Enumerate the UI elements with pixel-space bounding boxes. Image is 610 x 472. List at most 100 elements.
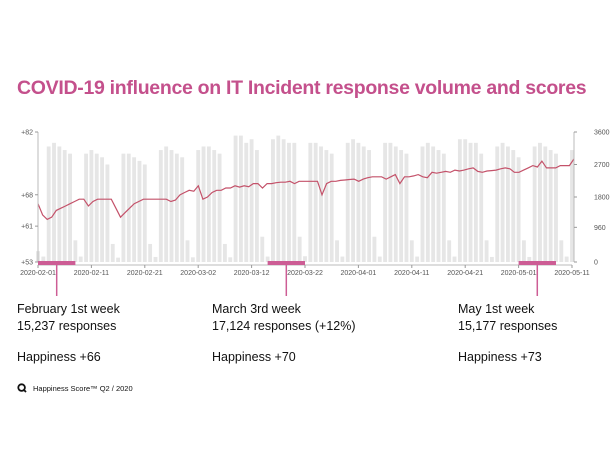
- right-tick-label: 1800: [594, 195, 610, 202]
- volume-bar: [201, 146, 206, 262]
- volume-bar: [505, 146, 510, 262]
- volume-bar: [132, 157, 137, 262]
- volume-bar: [372, 236, 377, 262]
- x-tick-label: 2020-03-02: [180, 270, 216, 277]
- x-tick-label: 2020-04-21: [447, 270, 483, 277]
- volume-bar: [415, 256, 420, 262]
- volume-bar: [292, 142, 297, 262]
- axis-layer: +82 +68 +61 +53 3600 2700 1800 960 0 2020-02-01 20…: [20, 130, 610, 278]
- annotation-responses: 15,177 responses: [458, 319, 558, 333]
- volume-bar: [511, 150, 516, 262]
- volume-bar: [441, 153, 446, 262]
- volume-bar: [436, 150, 441, 262]
- footer: Happiness Score™ Q2 / 2020: [17, 383, 133, 393]
- volume-bar: [41, 256, 46, 262]
- volume-bar: [89, 150, 94, 262]
- volume-bar: [233, 135, 238, 262]
- volume-bar: [383, 142, 388, 262]
- highlight-week-bar: [38, 261, 76, 265]
- volume-bar: [404, 153, 409, 262]
- volume-bar: [473, 142, 478, 262]
- volume-bar: [255, 150, 259, 262]
- left-tick-label: +82: [21, 130, 33, 137]
- volume-bar: [148, 243, 153, 262]
- volume-bar: [222, 243, 227, 262]
- volume-bar: [249, 139, 254, 262]
- volume-bar: [137, 160, 142, 262]
- volume-bar: [281, 139, 286, 262]
- volume-bar: [169, 150, 174, 262]
- highlight-week-bar: [518, 261, 556, 265]
- footer-text: Happiness Score™ Q2 / 2020: [33, 383, 133, 393]
- volume-bar: [388, 142, 393, 262]
- volume-bar: [185, 240, 190, 262]
- volume-bar: [564, 256, 569, 262]
- volume-bar: [110, 243, 115, 262]
- annotation-happiness: Happiness +73: [458, 350, 542, 364]
- bars-layer: [36, 135, 574, 262]
- annotation-week: March 3rd week: [212, 302, 301, 316]
- x-tick-label: 2020-04-01: [340, 270, 376, 277]
- volume-bar: [409, 240, 414, 262]
- annotation-happiness: Happiness +66: [17, 350, 101, 364]
- right-tick-label: 2700: [594, 162, 610, 169]
- chart-title: COVID-19 influence on IT Incident respon…: [17, 77, 587, 99]
- volume-bar: [265, 256, 270, 262]
- happiness-line: [37, 158, 575, 221]
- volume-bar: [559, 240, 564, 262]
- volume-bar: [570, 150, 574, 262]
- volume-bar: [308, 142, 313, 262]
- volume-bar: [238, 135, 243, 262]
- volume-bar: [116, 257, 121, 262]
- volume-bar: [164, 146, 169, 262]
- volume-bar: [52, 142, 56, 262]
- left-tick-label: +68: [21, 192, 33, 199]
- volume-bar: [68, 153, 72, 262]
- x-tick-label: 2020-03-22: [287, 270, 323, 277]
- volume-bar: [228, 257, 233, 262]
- highlight-week-bar: [267, 261, 305, 265]
- volume-bar: [367, 150, 372, 262]
- highlight-layer: [38, 261, 556, 296]
- x-tick-label: 2020-05-11: [554, 270, 589, 277]
- left-tick-label: +61: [21, 224, 33, 231]
- annotation-happiness: Happiness +70: [212, 350, 296, 364]
- annotation-responses: 15,237 responses: [17, 319, 117, 333]
- volume-bar: [468, 142, 473, 262]
- volume-bar: [479, 153, 484, 262]
- left-tick-label: +53: [21, 260, 33, 267]
- volume-bar: [105, 164, 110, 262]
- volume-bar: [84, 153, 88, 262]
- volume-bar: [489, 256, 494, 262]
- volume-bar: [271, 139, 275, 262]
- x-tick-label: 2020-02-21: [127, 270, 163, 277]
- volume-bar: [345, 142, 350, 262]
- right-tick-label: 960: [594, 225, 606, 232]
- volume-bar: [495, 146, 500, 262]
- volume-bar: [244, 142, 249, 262]
- volume-bar: [180, 157, 185, 262]
- annotation-week: May 1st week: [458, 302, 535, 316]
- annotation-week: February 1st week: [17, 302, 120, 316]
- volume-bar: [158, 150, 163, 262]
- volume-bar: [447, 240, 452, 262]
- annotation-responses: 17,124 responses (+12%): [212, 319, 356, 333]
- volume-bar: [46, 146, 51, 262]
- volume-bar: [399, 150, 404, 262]
- volume-bar: [142, 164, 147, 262]
- volume-bar: [351, 139, 355, 262]
- line-layer: [37, 158, 575, 221]
- x-tick-label: 2020-05-01: [501, 270, 537, 277]
- volume-bar: [303, 256, 307, 262]
- volume-bar: [78, 256, 83, 262]
- volume-bar: [94, 153, 99, 262]
- volume-bar: [377, 256, 382, 262]
- volume-bar: [100, 157, 105, 262]
- volume-bar: [319, 146, 323, 262]
- volume-bar: [452, 256, 457, 262]
- volume-bar: [356, 142, 361, 262]
- x-tick-label: 2020-02-01: [20, 270, 56, 277]
- volume-bar: [190, 257, 195, 262]
- volume-bar: [500, 142, 505, 262]
